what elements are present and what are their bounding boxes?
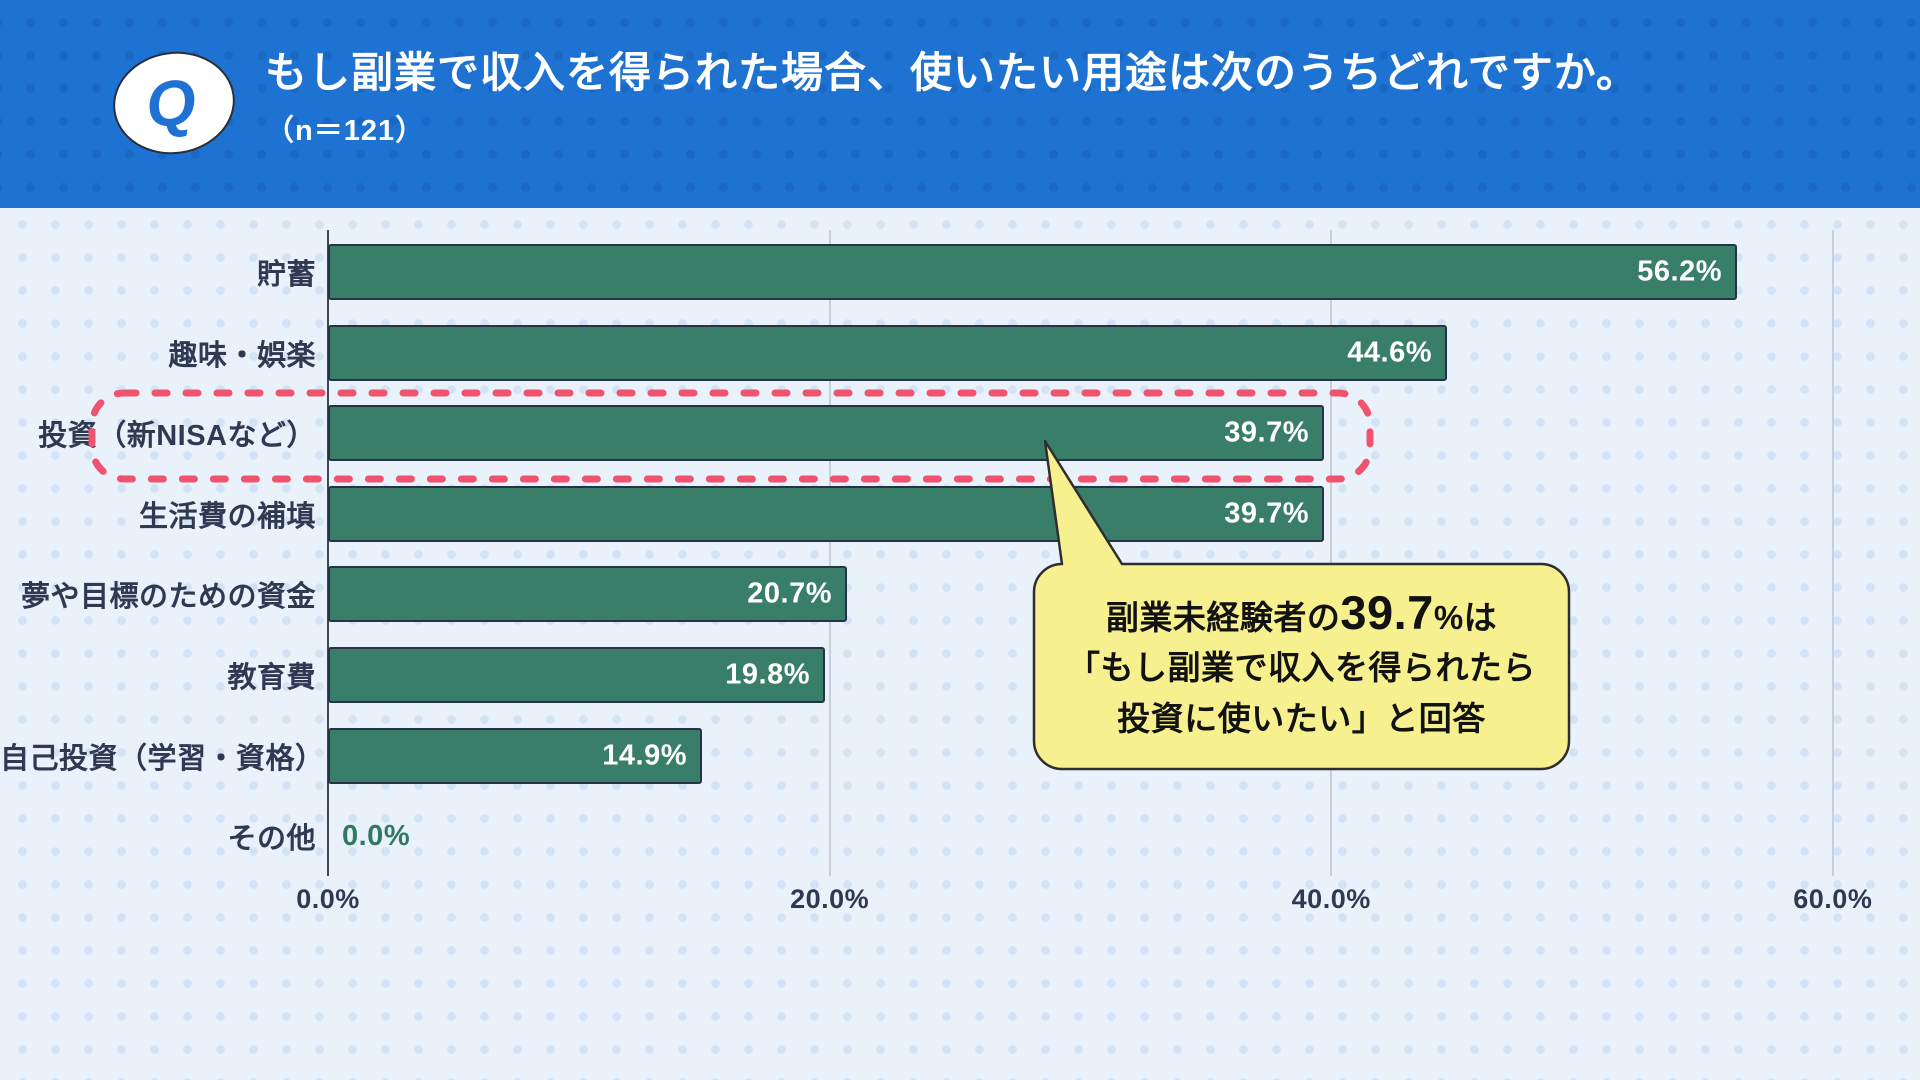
- title-block: もし副業で収入を得られた場合、使いたい用途は次のうちどれですか。 （n＝121）: [265, 46, 1639, 149]
- category-label: その他: [227, 823, 316, 855]
- value-label: 39.7%: [1224, 416, 1309, 449]
- x-axis-tick-label: 60.0%: [1793, 884, 1873, 914]
- category-label: 貯蓄: [256, 259, 316, 291]
- bar: 20.7%: [328, 566, 847, 622]
- x-axis-tick-label: 0.0%: [296, 884, 360, 914]
- callout-text: 副業未経験者の39.7%は 「もし副業で収入を得られたら 投資に使いたい」と回答: [1034, 564, 1569, 769]
- bar: 39.7%: [328, 405, 1324, 461]
- callout-line-2: 「もし副業で収入を得られたら: [1067, 649, 1536, 687]
- value-label: 56.2%: [1637, 255, 1722, 288]
- question-header: Q もし副業で収入を得られた場合、使いたい用途は次のうちどれですか。 （n＝12…: [0, 0, 1920, 208]
- gridline-20: [828, 230, 831, 876]
- y-axis-line: [327, 230, 329, 876]
- value-label: 14.9%: [602, 739, 687, 772]
- question-title: もし副業で収入を得られた場合、使いたい用途は次のうちどれですか。: [265, 49, 1639, 96]
- value-label: 19.8%: [725, 658, 810, 691]
- category-label: 教育費: [227, 662, 316, 694]
- callout-line-3: 投資に使いたい」と回答: [1117, 699, 1486, 737]
- category-label: 趣味・娯楽: [168, 340, 316, 372]
- category-label: 投資（新NISAなど）: [38, 420, 316, 452]
- x-axis-tick-label: 20.0%: [790, 884, 870, 914]
- bar: 56.2%: [328, 244, 1737, 300]
- x-axis-tick-label: 40.0%: [1291, 884, 1371, 914]
- gridline-60: [1831, 230, 1834, 876]
- bar: 19.8%: [328, 647, 825, 703]
- callout-line-1: 副業未経験者の39.7%は: [1105, 586, 1498, 640]
- category-label: 夢や目標のための資金: [20, 581, 316, 613]
- bar: 44.6%: [328, 325, 1447, 381]
- category-label: 自己投資（学習・資格）: [0, 743, 325, 775]
- bar: 14.9%: [328, 728, 702, 784]
- bar: 39.7%: [328, 486, 1324, 542]
- category-label: 生活費の補填: [138, 501, 316, 533]
- value-label: 39.7%: [1224, 497, 1309, 530]
- callout-big-number: 39.7: [1340, 586, 1434, 640]
- value-label: 44.6%: [1347, 336, 1432, 369]
- sample-size: （n＝121）: [265, 114, 426, 147]
- zero-value-label: 0.0%: [342, 819, 411, 852]
- value-label: 20.7%: [747, 577, 832, 610]
